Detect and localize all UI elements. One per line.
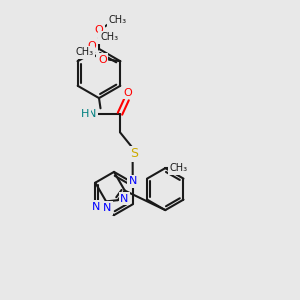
Text: N: N xyxy=(103,203,111,213)
Text: O: O xyxy=(124,88,133,98)
Text: H: H xyxy=(81,109,89,119)
Text: CH₃: CH₃ xyxy=(75,47,93,57)
Text: N: N xyxy=(92,202,100,212)
Text: CH₃: CH₃ xyxy=(100,32,118,42)
Text: O: O xyxy=(98,55,107,65)
Text: N: N xyxy=(88,109,96,119)
Text: S: S xyxy=(130,147,138,161)
Text: CH₃: CH₃ xyxy=(109,15,127,26)
Text: CH₃: CH₃ xyxy=(170,163,188,173)
Text: N: N xyxy=(120,194,129,204)
Text: O: O xyxy=(94,25,103,35)
Text: O: O xyxy=(88,40,97,51)
Text: N: N xyxy=(128,176,137,186)
